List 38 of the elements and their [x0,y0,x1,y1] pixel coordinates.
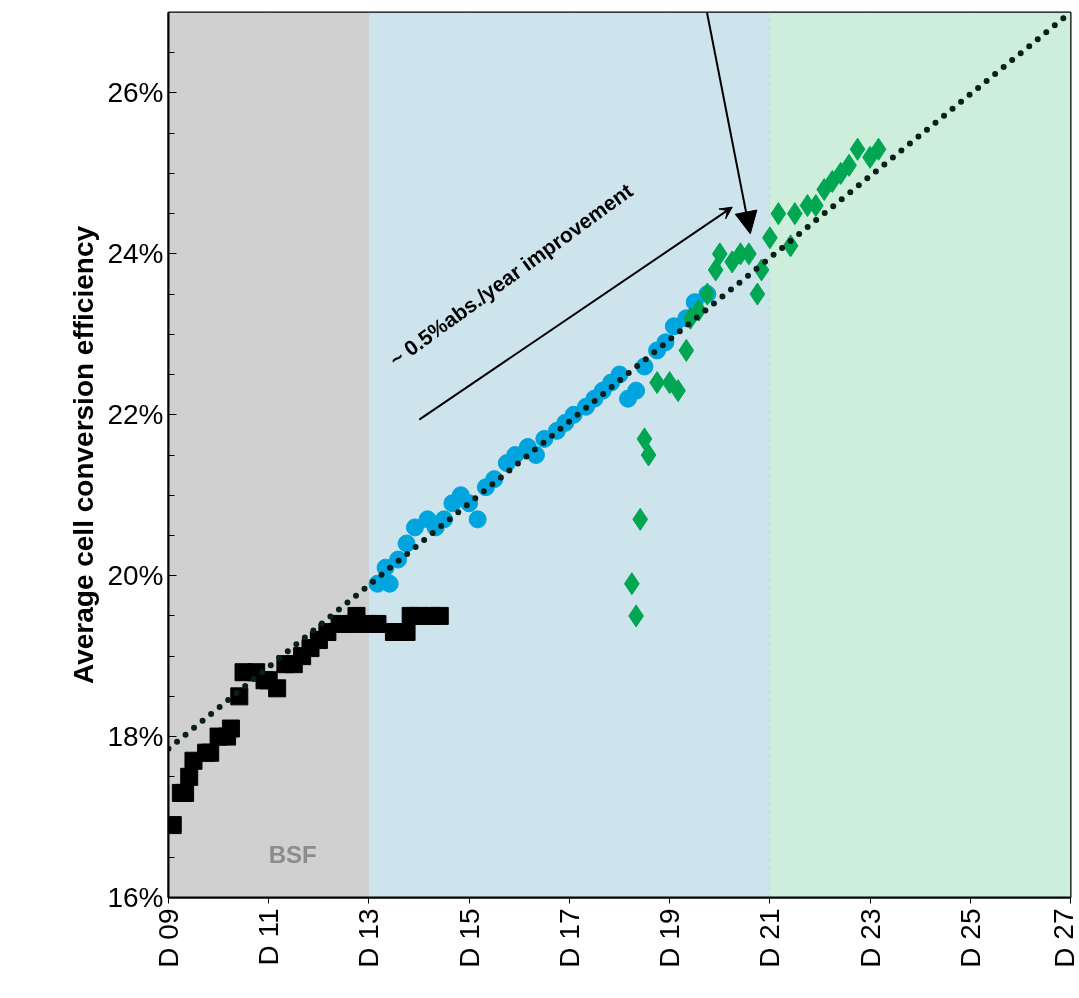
x-tick-label: D 11 [253,908,285,966]
point [636,427,653,451]
x-tick-label: D 15 [453,908,485,968]
point [201,743,220,762]
point [221,719,240,738]
point [468,510,487,529]
x-tick-label: D 17 [553,908,585,968]
y-tick-label: 22% [107,399,164,431]
point [176,783,195,802]
x-tick-label: D 27 [1048,908,1079,968]
x-tick-label: D 09 [153,908,184,968]
y-axis-title: Average cell conversion efficiency [68,225,100,685]
x-tick-label: D 23 [854,908,886,968]
point [849,137,866,161]
point [707,258,724,282]
point [678,338,695,362]
x-tick-label: D 21 [754,908,786,968]
y-tick-label: 24% [107,238,164,270]
point [711,242,728,266]
point [627,381,646,400]
y-tick-label: 26% [107,77,164,109]
point [640,443,657,467]
x-tick-label: D 25 [954,908,986,968]
x-tick-label: D 13 [353,908,385,968]
band-label: BSF [268,840,317,868]
point [405,518,424,537]
point [749,282,766,306]
y-tick-label: 18% [107,721,164,753]
point [180,767,199,786]
point [397,534,416,553]
x-tick-label: D 19 [654,908,686,968]
point [632,507,649,531]
point [368,614,387,633]
point [430,606,449,625]
y-tick-label: 20% [107,560,164,592]
point [770,202,787,226]
point [870,137,887,161]
point [268,679,287,698]
